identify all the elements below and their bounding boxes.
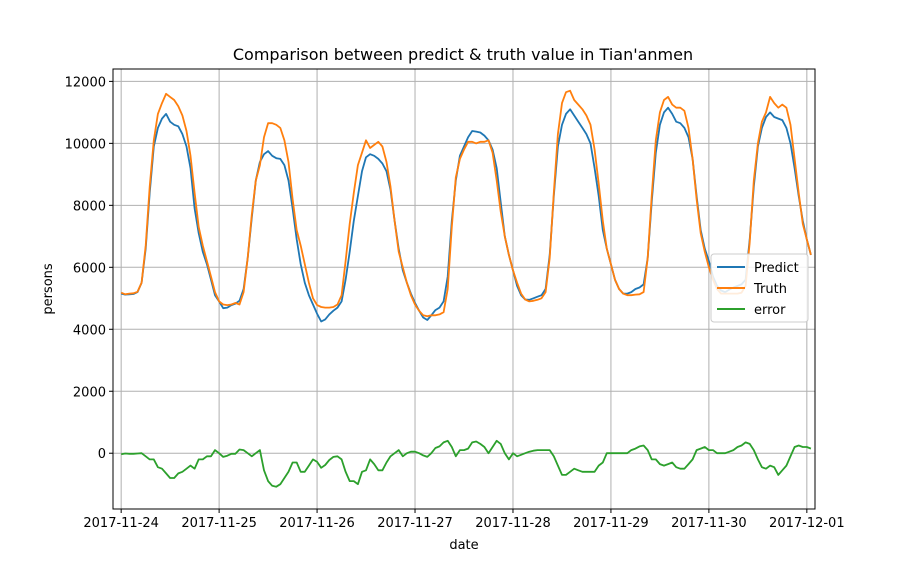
legend-label-error: error xyxy=(754,303,786,318)
legend-label-truth: Truth xyxy=(753,282,787,297)
axis-ticks: 2017-11-24 2017-11-25 2017-11-26 2017-11-27… xyxy=(65,75,845,531)
y-tick-label: 8000 xyxy=(73,199,106,214)
y-axis-label: persons xyxy=(41,263,56,315)
y-tick-label: 0 xyxy=(98,447,106,462)
x-tick-label: 2017-11-29 xyxy=(573,516,649,531)
x-tick-label: 2017-11-27 xyxy=(377,516,453,531)
y-tick-label: 10000 xyxy=(65,137,106,152)
x-tick-label: 2017-11-26 xyxy=(279,516,355,531)
chart-title: Comparison between predict & truth value… xyxy=(233,45,693,64)
x-tick-label: 2017-11-30 xyxy=(671,516,747,531)
legend: Predict Truth error xyxy=(710,253,809,323)
series-line-error xyxy=(121,439,812,488)
x-tick-label: 2017-11-24 xyxy=(83,516,159,531)
y-tick-label: 2000 xyxy=(73,385,106,400)
series-lines xyxy=(120,89,812,488)
x-axis-label: date xyxy=(449,538,478,553)
grid xyxy=(113,69,815,509)
legend-box xyxy=(710,253,809,323)
plot-frame xyxy=(112,68,816,510)
y-tick-label: 6000 xyxy=(73,261,106,276)
x-tick-label: 2017-11-25 xyxy=(181,516,257,531)
x-tick-label: 2017-12-01 xyxy=(769,516,845,531)
series-line-truth xyxy=(120,89,812,318)
legend-label-predict: Predict xyxy=(754,261,799,276)
x-tick-label: 2017-11-28 xyxy=(475,516,551,531)
y-tick-label: 12000 xyxy=(65,75,106,90)
y-tick-label: 4000 xyxy=(73,323,106,338)
